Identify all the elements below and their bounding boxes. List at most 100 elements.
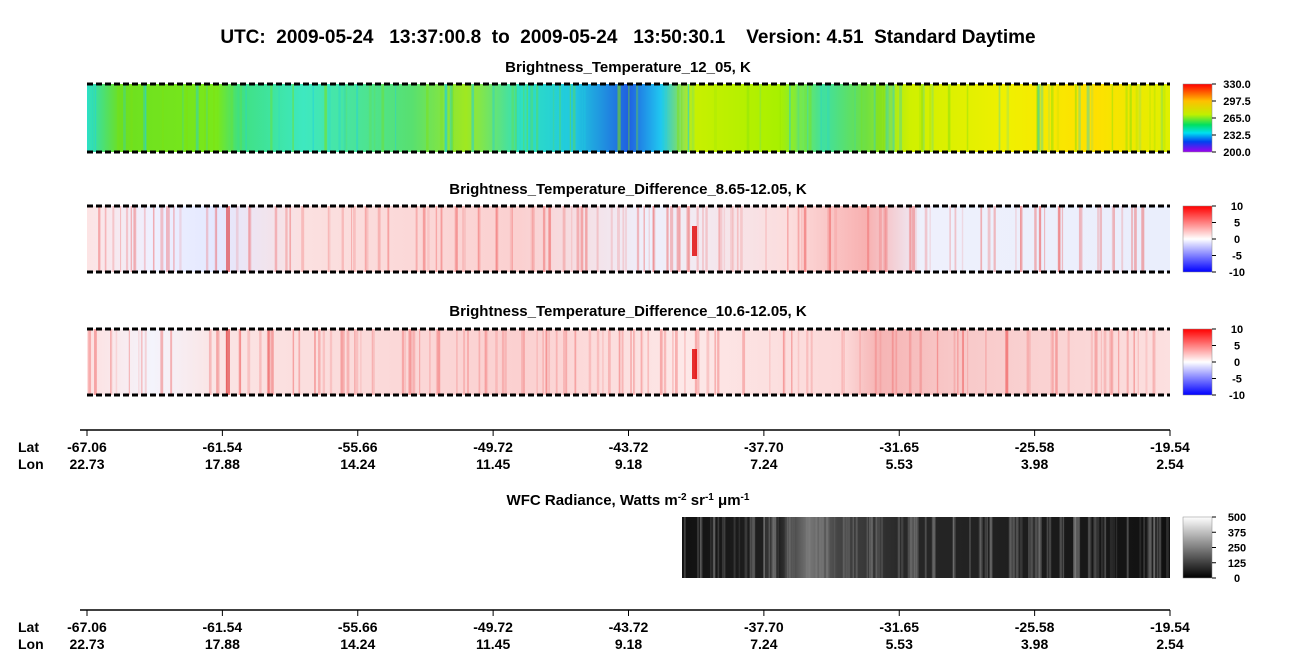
streak	[130, 206, 133, 272]
streak	[548, 206, 552, 272]
figure-title: UTC: 2009-05-24 13:37:00.8 to 2009-05-24…	[220, 27, 1035, 48]
streak	[112, 206, 115, 272]
streak	[1008, 517, 1012, 578]
colorbar-tick-label: 10	[1231, 324, 1243, 336]
streak	[784, 517, 788, 578]
streak	[1059, 517, 1061, 578]
streak	[1089, 517, 1092, 578]
title-part: Brightness_Temperature_12_05, K	[505, 59, 751, 76]
streak	[121, 84, 124, 152]
streak	[1153, 517, 1155, 578]
streak	[980, 517, 982, 578]
streak	[1013, 517, 1016, 578]
colorbar-tick-label: -5	[1232, 374, 1242, 386]
streak	[821, 517, 825, 578]
streak	[909, 517, 912, 578]
streak	[875, 517, 878, 578]
streak	[636, 84, 639, 152]
streak	[542, 329, 544, 395]
streak	[624, 206, 626, 272]
streak	[919, 329, 922, 395]
lat-value: -31.65	[879, 619, 919, 635]
streak	[678, 206, 681, 272]
streak	[206, 84, 209, 152]
streak	[957, 329, 959, 395]
streak	[717, 517, 719, 578]
streak	[1012, 517, 1014, 578]
streak	[773, 517, 776, 578]
streak	[495, 206, 499, 272]
streak	[377, 206, 381, 272]
streak	[1074, 517, 1076, 578]
streak	[565, 329, 568, 395]
streak	[394, 84, 397, 152]
streak	[791, 329, 793, 395]
streak	[710, 517, 712, 578]
streak	[373, 84, 376, 152]
streak	[989, 517, 992, 578]
streak	[292, 84, 294, 152]
streak	[759, 84, 762, 152]
streak	[808, 84, 812, 152]
streak	[908, 329, 912, 395]
streak	[607, 329, 611, 395]
streak	[341, 206, 344, 272]
colorbar-tick-label: 0	[1234, 573, 1240, 585]
streak	[826, 517, 830, 578]
panel-title: Brightness_Temperature_Difference_10.6-1…	[449, 303, 807, 320]
panel-title: WFC Radiance, Watts m-2 sr-1 μm-1	[507, 492, 750, 510]
streak	[907, 517, 910, 578]
streak	[342, 329, 345, 395]
streak	[1126, 329, 1129, 395]
streak	[820, 84, 823, 152]
streak	[368, 84, 372, 152]
streak	[801, 206, 803, 272]
streak	[721, 517, 725, 578]
streak	[952, 517, 955, 578]
streak	[1093, 517, 1096, 578]
streak	[873, 84, 876, 152]
streak	[455, 206, 458, 272]
streak	[1016, 517, 1019, 578]
streak	[318, 329, 321, 395]
streak	[681, 84, 683, 152]
streak	[788, 517, 791, 578]
streak	[860, 84, 863, 152]
streak	[530, 206, 534, 272]
streak	[133, 206, 137, 272]
colorbar-tick-label: 500	[1228, 512, 1246, 524]
streak	[562, 84, 566, 152]
streak	[381, 84, 385, 152]
streak	[1030, 517, 1033, 578]
streak	[1037, 84, 1040, 152]
streak	[168, 206, 170, 272]
streak	[870, 517, 874, 578]
title-part: sr	[687, 492, 706, 509]
streak	[133, 206, 136, 272]
colorbar-tick-label: 232.5	[1223, 130, 1251, 142]
streak	[723, 206, 726, 272]
streak	[899, 84, 903, 152]
streak	[912, 206, 915, 272]
title-part: -2	[678, 492, 687, 503]
streak	[456, 329, 458, 395]
streak	[712, 517, 715, 578]
streak	[435, 206, 438, 272]
lat-value: -55.66	[338, 619, 378, 635]
streak	[807, 84, 809, 152]
lon-value: 3.98	[1021, 636, 1048, 652]
streak	[698, 329, 700, 395]
streak	[216, 329, 218, 395]
panel-title: Brightness_Temperature_Difference_8.65-1…	[449, 181, 807, 198]
streak	[583, 84, 586, 152]
streak	[908, 517, 911, 578]
colorbar-tick-label: 10	[1231, 201, 1243, 213]
lon-value: 11.45	[476, 456, 510, 472]
streak	[949, 206, 951, 272]
streak	[444, 84, 447, 152]
streak	[666, 206, 669, 272]
streak	[1032, 517, 1036, 578]
streak	[798, 84, 800, 152]
streak	[805, 517, 808, 578]
streak	[640, 329, 643, 395]
